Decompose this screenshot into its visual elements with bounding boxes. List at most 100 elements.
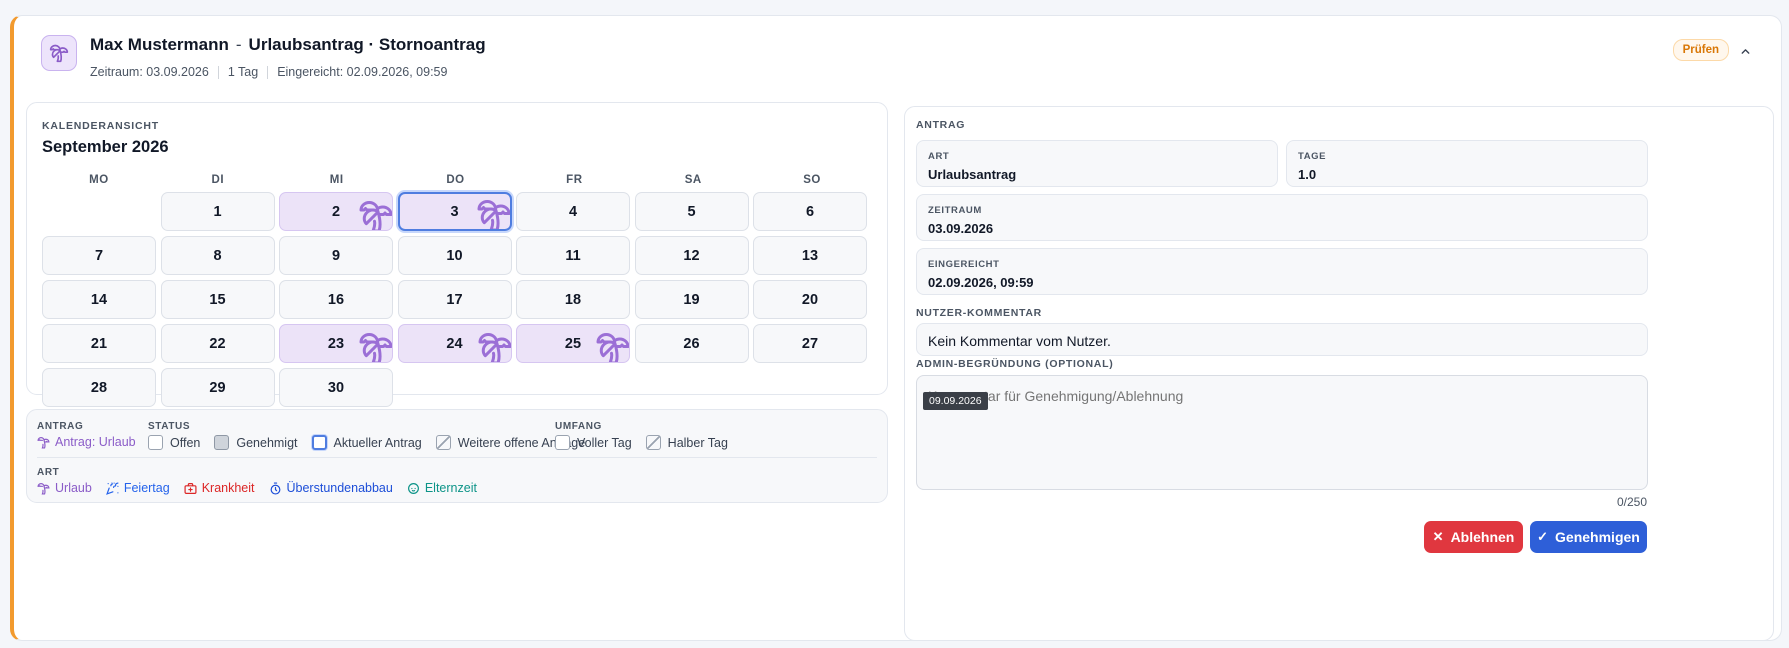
calendar-grid: 1 2 3 4 5 6 7 8 9 10 11 12 13 14 15 16 17 18 19 20 21 22 23 24 2…	[42, 192, 869, 407]
calendar-day[interactable]: 28	[42, 368, 156, 407]
calendar-day-number: 20	[801, 291, 819, 308]
calendar-day[interactable]: 9	[279, 236, 393, 275]
calendar-day[interactable]: 4	[516, 192, 630, 231]
calendar-day-number: 28	[90, 379, 108, 396]
calendar-day[interactable]: 2	[279, 192, 393, 231]
calendar-day[interactable]: 23	[279, 324, 393, 363]
legend-status-label: Offen	[170, 435, 201, 450]
calendar-day[interactable]: 18	[516, 280, 630, 319]
calendar-day[interactable]: 22	[160, 324, 275, 363]
legend-status-heading: STATUS	[148, 421, 191, 432]
legend-divider	[37, 457, 877, 458]
legend-panel: ANTRAG Antrag: Urlaub STATUS Offen Geneh…	[26, 409, 888, 503]
legend-art-heading: ART	[37, 467, 60, 478]
legend-art-label: Krankheit	[201, 481, 255, 495]
legend-umfang-label: Halber Tag	[667, 435, 728, 450]
submitted-text: Eingereicht: 02.09.2026, 09:59	[277, 65, 448, 79]
legend-status-label: Aktueller Antrag	[333, 435, 422, 450]
calendar-day[interactable]: 19	[634, 280, 749, 319]
calendar-day-number: 29	[209, 379, 226, 396]
calendar-day-number: 8	[213, 247, 222, 264]
legend-swatch	[214, 435, 230, 450]
legend-art-label: Feiertag	[123, 481, 170, 495]
calendar-day-number: 5	[687, 203, 696, 220]
calendar-day-number: 2	[331, 203, 341, 220]
calendar-day[interactable]: 1	[160, 192, 275, 231]
legend-swatch	[311, 435, 327, 450]
tage-label: TAGE	[1298, 151, 1327, 162]
zeitraum-field: ZEITRAUM 03.09.2026	[916, 194, 1648, 241]
date-tooltip: 09.09.2026	[923, 392, 988, 410]
calendar-day-number: 23	[327, 335, 345, 352]
weekday-header: MO DI MI DO FR SA SO	[42, 174, 869, 186]
calendar-day[interactable]: 27	[753, 324, 867, 363]
reject-button[interactable]: ✕ Ablehnen	[1424, 521, 1523, 553]
calendar-day-number: 26	[683, 335, 700, 352]
title-separator: -	[235, 35, 242, 54]
meta-divider	[267, 65, 269, 79]
calendar-day-number: 13	[801, 247, 819, 264]
calendar-day[interactable]: 17	[397, 280, 512, 319]
legend-status-approved: Genehmigt	[214, 435, 298, 450]
calendar-day-number: 18	[564, 291, 582, 308]
approve-label: Genehmigen	[1555, 529, 1640, 545]
user-comment: Kein Kommentar vom Nutzer.	[916, 323, 1648, 356]
calendar-day[interactable]: 25	[516, 324, 630, 363]
calendar-day[interactable]: 14	[42, 280, 156, 319]
calendar-day[interactable]: 29	[160, 368, 275, 407]
calendar-day-number: 11	[565, 247, 581, 264]
legend-status-current: Aktueller Antrag	[311, 435, 422, 450]
calendar-day[interactable]: 16	[279, 280, 393, 319]
legend-swatch	[645, 435, 661, 450]
legend-status-open: Offen	[148, 435, 200, 450]
calendar-day[interactable]: 30	[279, 368, 393, 407]
calendar-day[interactable]: 21	[42, 324, 156, 363]
meta-divider	[217, 65, 219, 79]
calendar-day-number: 14	[90, 291, 108, 308]
legend-status-label: Genehmigt	[236, 435, 298, 450]
calendar-day[interactable]: 15	[160, 280, 275, 319]
tage-field: TAGE 1.0	[1286, 140, 1648, 187]
card-header[interactable]: Max Mustermann - Urlaubsantrag · Stornoant…	[28, 32, 1767, 82]
calendar-day[interactable]: 20	[753, 280, 867, 319]
eingereicht-value: 02.09.2026, 09:59	[928, 275, 1034, 290]
request-meta: Zeitraum: 03.09.2026 1 Tag Eingereicht: …	[90, 65, 447, 79]
calendar-day[interactable]: 26	[634, 324, 749, 363]
calendar-day-number: 19	[683, 291, 700, 308]
calendar-day[interactable]: 12	[634, 236, 749, 275]
zeitraum-label: ZEITRAUM	[928, 205, 982, 216]
admin-reason-input[interactable]	[916, 375, 1648, 490]
calendar-day[interactable]: 10	[397, 236, 512, 275]
calendar-day-number: 10	[446, 247, 463, 264]
legend-swatch	[148, 435, 163, 450]
calendar-day-number: 6	[805, 203, 815, 220]
calendar-day-number: 16	[327, 291, 345, 308]
reject-label: Ablehnen	[1450, 529, 1515, 545]
request-card: Max Mustermann - Urlaubsantrag · Stornoant…	[10, 15, 1782, 641]
eingereicht-field: EINGEREICHT 02.09.2026, 09:59	[916, 248, 1648, 295]
calendar-day-number: 21	[90, 335, 108, 352]
legend-status-label: Weitere offene Anträge	[457, 435, 586, 450]
calendar-day[interactable]: 8	[160, 236, 275, 275]
approve-button[interactable]: ✓ Genehmigen	[1530, 521, 1647, 553]
calendar-day[interactable]: 3	[397, 192, 512, 231]
calendar-day[interactable]: 7	[42, 236, 156, 275]
weekday-label: DI	[211, 174, 225, 186]
legend-umfang-items: Voller Tag Halber Tag	[555, 435, 742, 450]
chevron-up-icon[interactable]	[1737, 43, 1753, 59]
close-icon: ✕	[1432, 529, 1444, 544]
calendar-day[interactable]: 13	[753, 236, 867, 275]
weekday-label: DO	[446, 174, 465, 186]
zeitraum-value: 03.09.2026	[928, 221, 994, 236]
calendar-day[interactable]: 6	[753, 192, 867, 231]
calendar-day-number: 12	[683, 247, 700, 264]
legend-antrag-item: Antrag: Urlaub	[37, 435, 136, 449]
calendar-day[interactable]: 24	[397, 324, 512, 363]
legend-art-ueberstunden: Überstundenabbau	[269, 481, 393, 495]
calendar-day[interactable]: 11	[516, 236, 630, 275]
legend-swatch	[435, 435, 451, 450]
legend-swatch	[555, 435, 570, 450]
admin-reason-label: ADMIN-BEGRÜNDUNG (OPTIONAL)	[916, 358, 1114, 370]
legend-antrag-text: Antrag: Urlaub	[55, 435, 136, 449]
calendar-day[interactable]: 5	[634, 192, 749, 231]
